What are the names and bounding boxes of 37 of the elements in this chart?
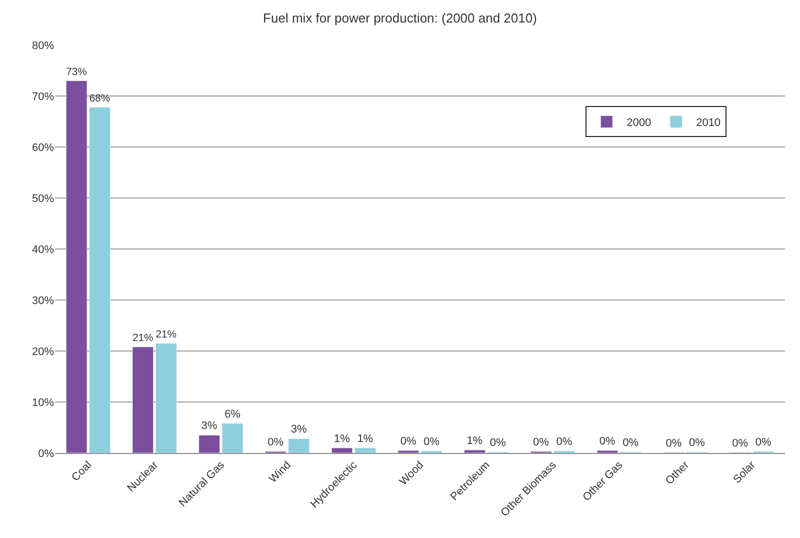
- data-label: 1%: [466, 434, 483, 447]
- y-tick-label: 30%: [32, 294, 54, 307]
- data-label: 0%: [689, 436, 706, 449]
- y-tick-label: 10%: [32, 396, 54, 409]
- legend-label: 2000: [626, 116, 652, 129]
- data-label: 0%: [400, 435, 416, 448]
- legend-label: 2010: [696, 116, 721, 129]
- data-label: 0%: [533, 436, 550, 448]
- y-tick-label: 0%: [38, 448, 54, 460]
- data-label: 0%: [490, 436, 506, 449]
- data-label: 0%: [666, 437, 682, 450]
- data-label: 21%: [132, 333, 154, 344]
- y-tick-label: 80%: [32, 40, 54, 52]
- data-label: 3%: [201, 420, 218, 432]
- data-label: 1%: [357, 432, 374, 445]
- data-label: 1%: [334, 432, 350, 445]
- data-label: 0%: [732, 437, 748, 450]
- data-label: 0%: [599, 435, 616, 448]
- data-label: 68%: [89, 93, 110, 104]
- y-tick-label: 20%: [32, 346, 54, 358]
- data-label: 73%: [66, 66, 87, 78]
- bar: [155, 343, 177, 453]
- data-label: 0%: [622, 436, 639, 449]
- y-tick-label: 50%: [32, 192, 54, 205]
- bar: [132, 346, 154, 453]
- data-label: 0%: [424, 436, 440, 448]
- data-label: 0%: [755, 436, 772, 448]
- data-label: 0%: [268, 436, 284, 448]
- data-label: 0%: [556, 436, 572, 448]
- y-tick-label: 40%: [32, 244, 54, 256]
- data-label: 21%: [156, 330, 176, 341]
- data-label: 3%: [290, 424, 307, 436]
- bar: [398, 450, 420, 453]
- y-tick-label: 60%: [32, 142, 54, 154]
- data-label: 6%: [224, 408, 241, 420]
- y-tick-label: 70%: [32, 90, 54, 103]
- chart-title: Fuel mix for power production: (2000 and 2010): [263, 10, 537, 26]
